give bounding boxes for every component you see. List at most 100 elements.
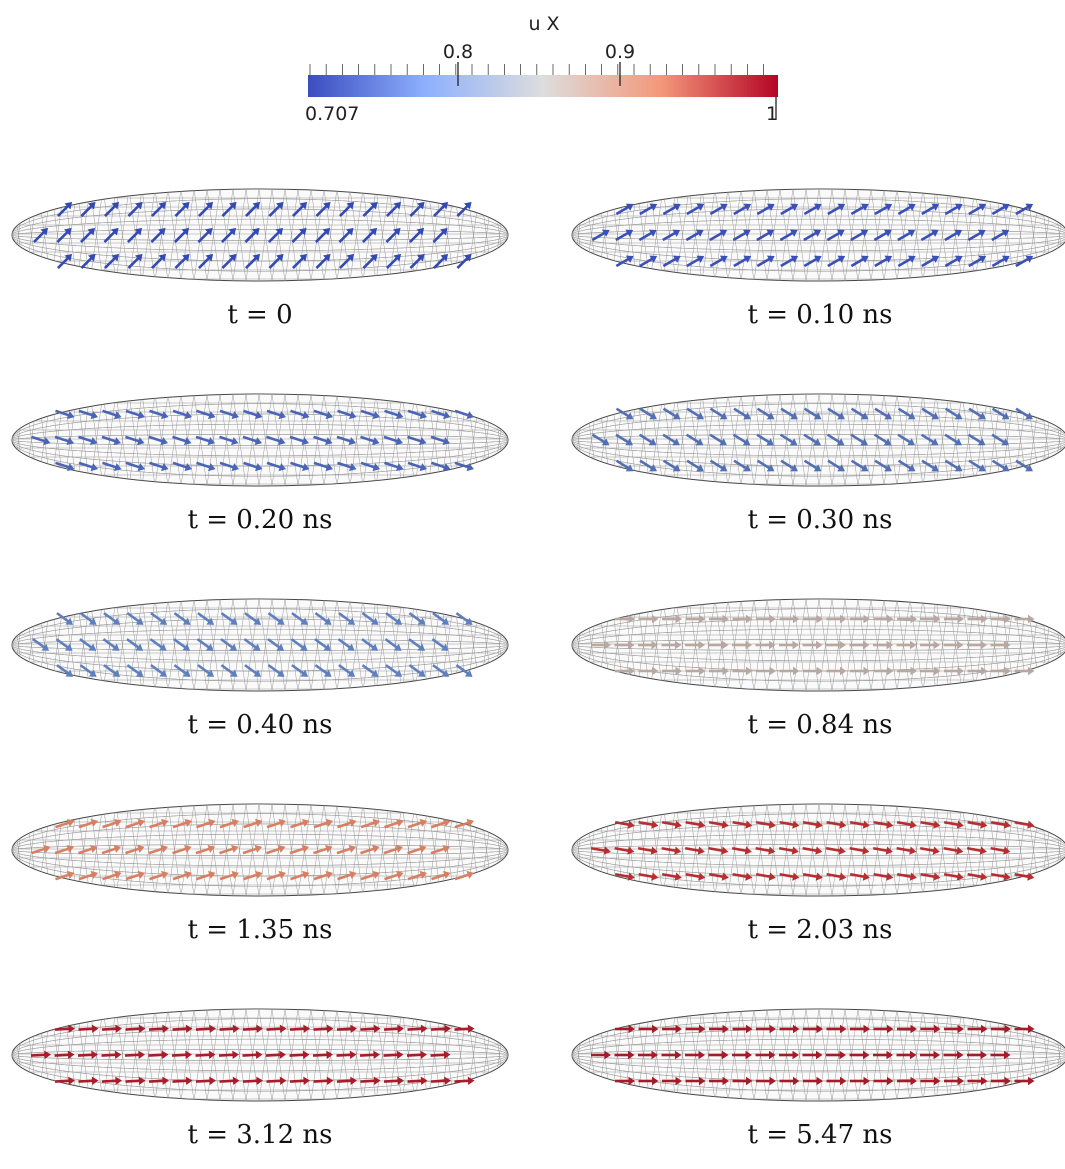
arrow-glyph xyxy=(685,1024,706,1034)
arrow-glyph xyxy=(150,664,168,677)
arrow-glyph xyxy=(779,640,799,650)
colorbar-gradient xyxy=(308,75,778,97)
arrow-glyph xyxy=(967,433,986,446)
arrow-glyph xyxy=(615,459,634,472)
magnetization-arrows xyxy=(591,614,1035,676)
arrow-glyph xyxy=(779,1050,799,1060)
arrow-glyph xyxy=(826,1024,847,1034)
arrow-glyph xyxy=(968,407,986,420)
arrow-glyph xyxy=(150,227,166,243)
arrow-glyph xyxy=(1014,1024,1035,1034)
arrow-glyph xyxy=(78,435,98,446)
arrow-glyph xyxy=(315,253,331,269)
arrow-glyph xyxy=(920,640,940,650)
arrow-glyph xyxy=(991,433,1009,446)
arrow-glyph xyxy=(897,1024,917,1034)
arrow-glyph xyxy=(408,612,426,625)
arrow-glyph xyxy=(268,227,284,243)
arrow-glyph xyxy=(289,1076,310,1086)
arrow-glyph xyxy=(313,461,334,472)
arrow-glyph xyxy=(709,614,729,624)
arrow-glyph xyxy=(920,872,941,881)
colorbar-title: u X xyxy=(528,13,559,35)
arrow-glyph xyxy=(219,818,240,829)
arrow-glyph xyxy=(708,846,729,855)
arrow-glyph xyxy=(1015,203,1034,216)
arrow-glyph xyxy=(826,433,845,446)
arrow-glyph xyxy=(407,818,428,829)
arrow-glyph xyxy=(615,255,634,268)
arrow-glyph xyxy=(709,666,729,676)
arrow-glyph xyxy=(408,664,426,677)
arrow-glyph xyxy=(921,255,940,268)
arrow-glyph xyxy=(431,409,451,420)
arrow-glyph xyxy=(430,1024,451,1034)
arrow-glyph xyxy=(990,846,1011,855)
arrow-glyph xyxy=(312,1050,333,1060)
arrow-glyph xyxy=(409,201,425,217)
surface-mesh xyxy=(12,394,508,486)
arrow-glyph xyxy=(266,435,286,446)
arrow-glyph xyxy=(313,870,334,881)
arrow-glyph xyxy=(220,638,238,651)
arrow-glyph xyxy=(850,614,870,624)
arrow-glyph xyxy=(968,459,986,472)
arrow-glyph xyxy=(454,409,475,420)
arrow-glyph xyxy=(873,666,894,676)
arrow-glyph xyxy=(315,227,331,243)
arrow-glyph xyxy=(78,409,99,420)
arrow-glyph xyxy=(313,409,334,420)
arrow-glyph xyxy=(125,1076,146,1086)
arrow-glyph xyxy=(456,253,472,269)
arrow-glyph xyxy=(732,229,751,242)
arrow-glyph xyxy=(919,846,940,855)
arrow-glyph xyxy=(455,664,473,677)
arrow-glyph xyxy=(172,870,193,881)
arrow-glyph xyxy=(219,409,240,420)
arrow-glyph xyxy=(755,872,776,881)
arrow-glyph xyxy=(290,409,310,420)
arrow-glyph xyxy=(967,614,988,624)
arrow-glyph xyxy=(685,1050,705,1060)
arrow-glyph xyxy=(873,1024,894,1034)
arrow-glyph xyxy=(221,227,237,243)
arrow-glyph xyxy=(755,640,776,650)
arrow-glyph xyxy=(55,638,73,651)
arrow-glyph xyxy=(709,203,728,216)
arrow-glyph xyxy=(779,614,800,624)
arrow-glyph xyxy=(221,201,237,217)
arrow-glyph xyxy=(360,818,381,829)
arrow-glyph xyxy=(732,1050,752,1060)
arrow-glyph xyxy=(638,229,657,242)
arrow-glyph xyxy=(733,203,752,216)
magnetization-arrows xyxy=(591,203,1034,268)
arrow-glyph xyxy=(54,1024,75,1034)
arrow-glyph xyxy=(756,614,776,624)
arrow-glyph xyxy=(779,666,800,676)
arrow-glyph xyxy=(56,664,74,677)
arrow-glyph xyxy=(755,1050,776,1060)
arrow-glyph xyxy=(432,664,450,677)
arrow-glyph xyxy=(591,1050,611,1060)
arrow-glyph xyxy=(54,844,75,855)
arrow-glyph xyxy=(242,844,263,855)
time-caption: t = 3.12 ns xyxy=(187,1120,333,1150)
arrow-glyph xyxy=(849,872,870,881)
arrow-glyph xyxy=(873,872,894,881)
arrow-glyph xyxy=(125,844,145,855)
arrow-glyph xyxy=(662,229,681,242)
arrow-glyph xyxy=(756,203,775,216)
arrow-glyph xyxy=(685,433,704,446)
arrow-glyph xyxy=(897,459,916,472)
arrow-glyph xyxy=(102,461,122,472)
arrow-glyph xyxy=(79,638,97,651)
arrow-glyph xyxy=(243,461,263,472)
arrow-glyph xyxy=(432,612,450,625)
arrow-glyph xyxy=(756,433,774,446)
arrow-glyph xyxy=(386,253,402,269)
arrow-glyph xyxy=(266,461,287,472)
arrow-glyph xyxy=(662,255,681,268)
arrow-glyph xyxy=(614,820,635,829)
arrow-glyph xyxy=(756,1024,776,1034)
ellipsoid-plot xyxy=(11,393,509,487)
